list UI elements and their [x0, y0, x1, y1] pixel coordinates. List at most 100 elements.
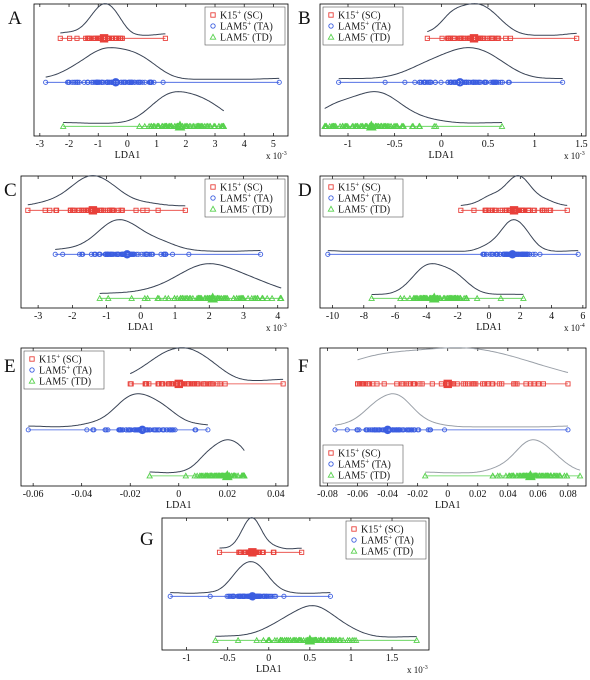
density-curve — [338, 47, 563, 80]
density-curve — [219, 517, 302, 550]
data-point — [90, 427, 96, 433]
legend-label: K15+ (SC) — [39, 353, 82, 366]
data-point — [273, 593, 279, 599]
data-point — [251, 294, 259, 301]
legend-marker — [28, 377, 36, 384]
data-point — [464, 35, 471, 41]
data-point — [84, 427, 90, 433]
data-point — [539, 207, 545, 213]
legend-label: LAM5+ (TA) — [220, 20, 273, 33]
data-point — [105, 251, 111, 257]
x-tick-label: 3 — [241, 311, 246, 322]
data-point — [128, 251, 134, 257]
data-point — [109, 207, 116, 213]
data-point — [244, 294, 252, 301]
data-point — [216, 549, 223, 555]
plot-frame — [161, 517, 430, 651]
data-point — [151, 79, 157, 85]
data-point — [208, 472, 216, 479]
legend-label: LAM5- (TD) — [39, 375, 91, 388]
data-point — [193, 472, 201, 479]
legend: K15+ (SC)LAM5+ (TA)LAM5- (TD) — [345, 520, 427, 560]
data-point — [444, 294, 451, 301]
x-tick-label: 0.02 — [469, 489, 487, 500]
mean-marker — [221, 470, 233, 481]
data-point — [489, 472, 497, 479]
data-point — [234, 636, 242, 643]
legend-label: LAM5+ (TA) — [220, 192, 273, 205]
series-sc — [458, 175, 570, 215]
panel-a: A -3 -2 -1 0 1 2 3 4 5 LDA1 x 10-3 K15+ (SC)LAM5+ (T… — [8, 3, 289, 161]
legend-marker — [210, 23, 216, 29]
x-tick-label: -1 — [182, 653, 190, 664]
data-point — [133, 207, 139, 213]
data-point — [152, 427, 158, 433]
legend-box — [322, 6, 404, 46]
data-point — [239, 294, 246, 301]
series-sc — [127, 347, 286, 389]
data-point — [346, 636, 353, 643]
data-point — [494, 251, 500, 257]
x-tick-label: 2 — [518, 311, 523, 322]
data-point — [575, 251, 581, 257]
legend-marker — [29, 367, 35, 373]
legend-label: LAM5+ (TA) — [338, 192, 391, 205]
data-point — [332, 427, 338, 433]
legend-marker — [328, 450, 334, 456]
data-point — [219, 294, 227, 301]
data-point — [280, 381, 286, 387]
data-point — [375, 122, 382, 129]
data-point — [25, 427, 31, 433]
data-point — [204, 294, 212, 301]
data-point — [520, 251, 526, 257]
data-point — [263, 294, 271, 301]
data-point — [470, 381, 476, 387]
data-point — [432, 79, 438, 85]
legend-marker — [210, 184, 216, 190]
legend-marker — [327, 205, 335, 212]
data-point — [419, 381, 425, 387]
x-tick-label: 5 — [271, 139, 276, 150]
data-point — [147, 251, 153, 257]
series-sc — [355, 347, 571, 389]
legend: K15+ (SC)LAM5+ (TA)LAM5- (TD) — [204, 6, 286, 46]
data-point — [213, 294, 221, 301]
data-point — [96, 294, 104, 301]
legend-marker — [210, 12, 216, 18]
data-point — [531, 381, 537, 387]
legend-box — [23, 350, 105, 390]
data-point — [516, 472, 524, 479]
x-tick-label: 0 — [266, 653, 271, 664]
data-point — [161, 427, 167, 433]
data-point — [265, 636, 273, 643]
data-point — [230, 294, 238, 301]
data-point — [168, 122, 176, 129]
x-tick-label: -6 — [391, 311, 399, 322]
data-point — [416, 122, 424, 129]
data-point — [394, 122, 401, 129]
mean-marker — [207, 292, 219, 303]
data-point — [81, 207, 87, 213]
data-point — [116, 207, 122, 213]
data-point — [128, 294, 136, 301]
density-curve — [27, 175, 186, 207]
data-point — [135, 427, 141, 433]
data-point — [505, 79, 511, 85]
x-tick-label: 0.04 — [267, 489, 285, 500]
data-point — [528, 381, 534, 387]
data-point — [551, 472, 559, 479]
legend-label: K15+ (SC) — [338, 447, 381, 460]
density-curve — [63, 91, 225, 124]
data-point — [109, 35, 116, 41]
x-tick-label: -1 — [344, 139, 352, 150]
legend-label: LAM5- (TD) — [338, 31, 390, 44]
data-point — [220, 122, 227, 129]
data-point — [523, 381, 529, 387]
data-point — [143, 251, 149, 257]
data-point — [197, 294, 205, 301]
mean-marker — [365, 120, 377, 131]
data-point — [463, 79, 470, 85]
data-point — [142, 79, 148, 85]
